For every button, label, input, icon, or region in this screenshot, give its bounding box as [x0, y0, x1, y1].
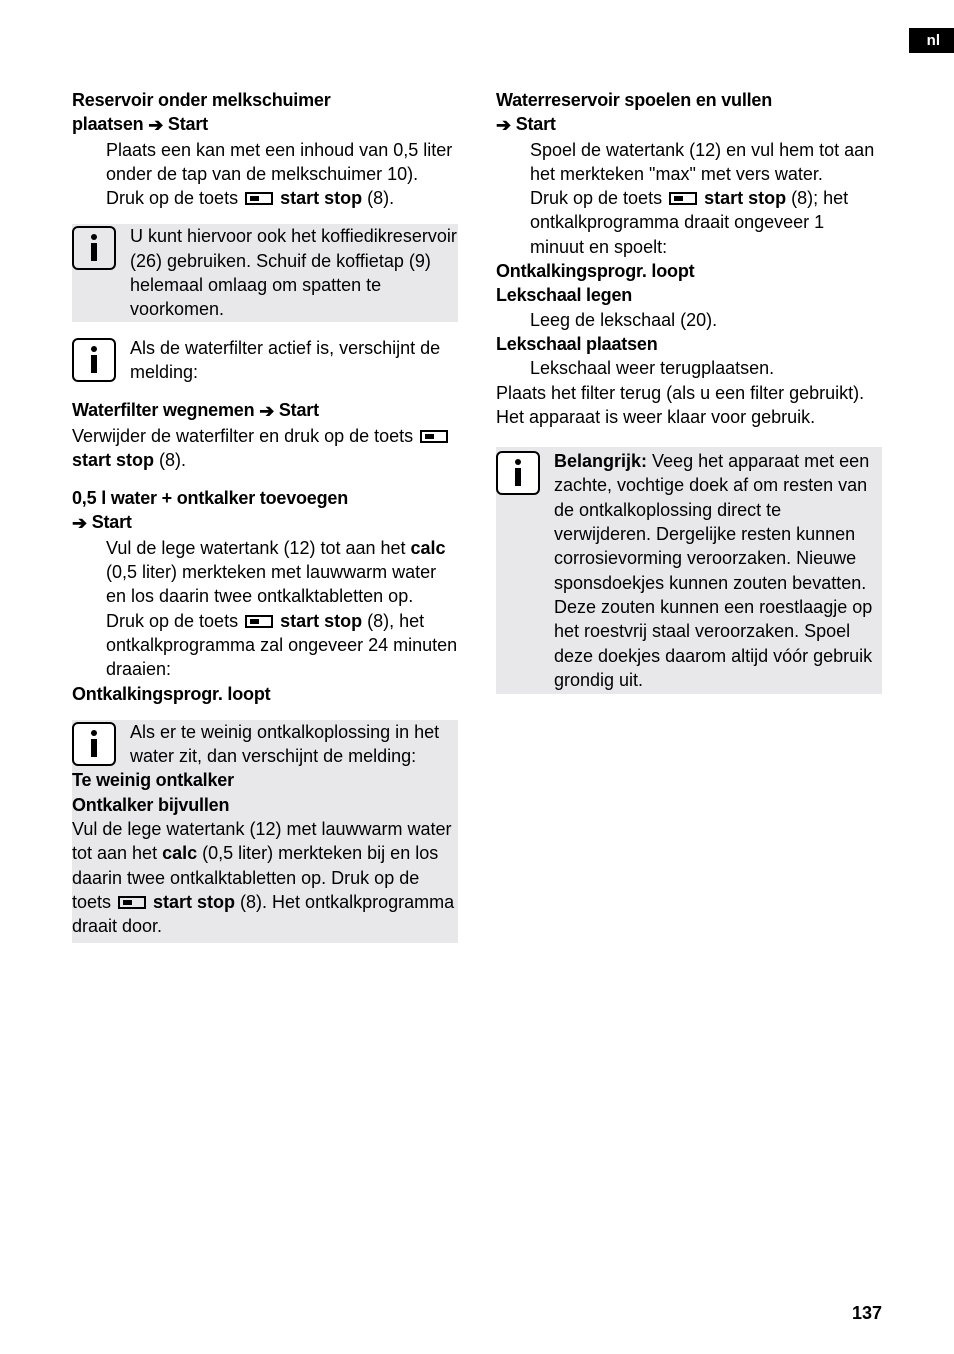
heading-text: Start: [87, 512, 132, 532]
text-bold: start stop: [72, 450, 154, 470]
body-filter-terug: Plaats het filter terug (als u een filte…: [496, 381, 882, 430]
spacer: [496, 429, 882, 447]
arrow-icon: ➔: [72, 513, 87, 533]
text: (8).: [154, 450, 186, 470]
section-ontkalker: 0,5 l water + ontkalker toevoegen ➔ Star…: [72, 486, 458, 706]
language-tab: nl: [909, 28, 954, 53]
info-icon: [72, 722, 116, 766]
info-box-teweinig: Als er te weinig ontkalkoplossing in het…: [72, 720, 458, 769]
body-ontkalker: Vul de lege watertank (12) tot aan het c…: [72, 536, 458, 682]
startstop-icon: [118, 896, 146, 909]
text-bold: Belangrijk:: [554, 451, 647, 471]
info-icon: [72, 338, 116, 382]
content-columns: Reservoir onder melkschuimer plaatsen ➔ …: [72, 88, 882, 943]
heading-reservoir: Reservoir onder melkschuimer plaatsen ➔ …: [72, 88, 458, 138]
text: (8).: [362, 188, 394, 208]
arrow-icon: ➔: [259, 401, 274, 421]
startstop-icon: [245, 615, 273, 628]
right-column: Waterreservoir spoelen en vullen ➔ Start…: [496, 88, 882, 943]
heading-text: 0,5 l water + ontkalker toevoegen: [72, 488, 348, 508]
body-waterreservoir: Spoel de watertank (12) en vul hem tot a…: [496, 138, 882, 259]
heading-teweinig: Te weinig ontkalker: [72, 768, 458, 792]
page-number: 137: [852, 1303, 882, 1324]
text-bold: calc: [162, 843, 197, 863]
text: Druk op de toets: [106, 611, 243, 631]
heading-legen: Lekschaal legen: [496, 283, 882, 307]
startstop-icon: [245, 192, 273, 205]
body-reservoir: Plaats een kan met een inhoud van 0,5 li…: [72, 138, 458, 211]
arrow-icon: ➔: [148, 115, 163, 135]
left-column: Reservoir onder melkschuimer plaatsen ➔ …: [72, 88, 458, 943]
info-text: Als de waterfilter actief is, verschijnt…: [130, 336, 458, 385]
startstop-icon: [669, 192, 697, 205]
heading-waterfilter: Waterfilter wegnemen ➔ Start: [72, 398, 458, 423]
body-waterfilter: Verwijder de waterfilter en druk op de t…: [72, 424, 458, 473]
text: (0,5 liter) merkteken met lauw­warm wate…: [106, 562, 436, 606]
text: Spoel de watertank (12) en vul hem tot a…: [530, 140, 874, 184]
text-bold: start stop: [275, 611, 362, 631]
info-box-filter: Als de waterfilter actief is, verschijnt…: [72, 336, 458, 385]
section-waterfilter: Waterfilter wegnemen ➔ Start Verwijder d…: [72, 398, 458, 472]
info-text: Belangrijk: Veeg het apparaat met een za…: [554, 449, 882, 692]
text-bold: calc: [411, 538, 446, 558]
info-icon: [496, 451, 540, 495]
text: Veeg het apparaat met een zachte, vochti…: [554, 451, 872, 690]
text: Vul de lege watertank (12) tot aan het: [106, 538, 411, 558]
info-icon: [72, 226, 116, 270]
heading-text: Reservoir onder melkschuimer: [72, 90, 331, 110]
body-legen: Leeg de lekschaal (20).: [496, 308, 882, 332]
info-text: Als er te weinig ontkalkoplossing in het…: [130, 720, 458, 769]
text-bold: start stop: [699, 188, 786, 208]
text-bold: start stop: [148, 892, 235, 912]
heading-text: plaatsen: [72, 114, 148, 134]
arrow-icon: ➔: [496, 115, 511, 135]
heading-plaatsen: Lekschaal plaatsen: [496, 332, 882, 356]
heading-text: Start: [274, 400, 319, 420]
heading-text: Start: [511, 114, 556, 134]
heading-text: Waterfilter wegnemen: [72, 400, 259, 420]
body-bijvullen: Vul de lege watertank (12) met lauwwarm …: [72, 817, 458, 938]
highlight-teweinig: Als er te weinig ontkalkoplossing in het…: [72, 720, 458, 943]
text-bold: start stop: [275, 188, 362, 208]
section-waterreservoir: Waterreservoir spoelen en vullen ➔ Start…: [496, 88, 882, 429]
heading-waterreservoir: Waterreservoir spoelen en vullen ➔ Start: [496, 88, 882, 138]
heading-bijvullen: Ontkalker bijvullen: [72, 793, 458, 817]
startstop-icon: [420, 430, 448, 443]
info-text: U kunt hiervoor ook het koffie­dikreserv…: [130, 224, 458, 321]
text: Druk op de toets: [530, 188, 667, 208]
heading-ontkalker: 0,5 l water + ontkalker toevoegen ➔ Star…: [72, 486, 458, 536]
heading-text: Waterreservoir spoelen en vullen: [496, 90, 772, 110]
text: Verwijder de waterfilter en druk op de t…: [72, 426, 418, 446]
section-reservoir: Reservoir onder melkschuimer plaatsen ➔ …: [72, 88, 458, 210]
info-box-koffie: U kunt hiervoor ook het koffie­dikreserv…: [72, 224, 458, 321]
heading-text: Start: [163, 114, 208, 134]
info-box-belangrijk: Belangrijk: Veeg het apparaat met een za…: [496, 447, 882, 694]
heading-loopt2: Ontkalkingsprogr. loopt: [496, 259, 882, 283]
body-plaatsen: Lekschaal weer terugplaatsen.: [496, 356, 882, 380]
heading-loopt: Ontkalkingsprogr. loopt: [72, 682, 458, 706]
